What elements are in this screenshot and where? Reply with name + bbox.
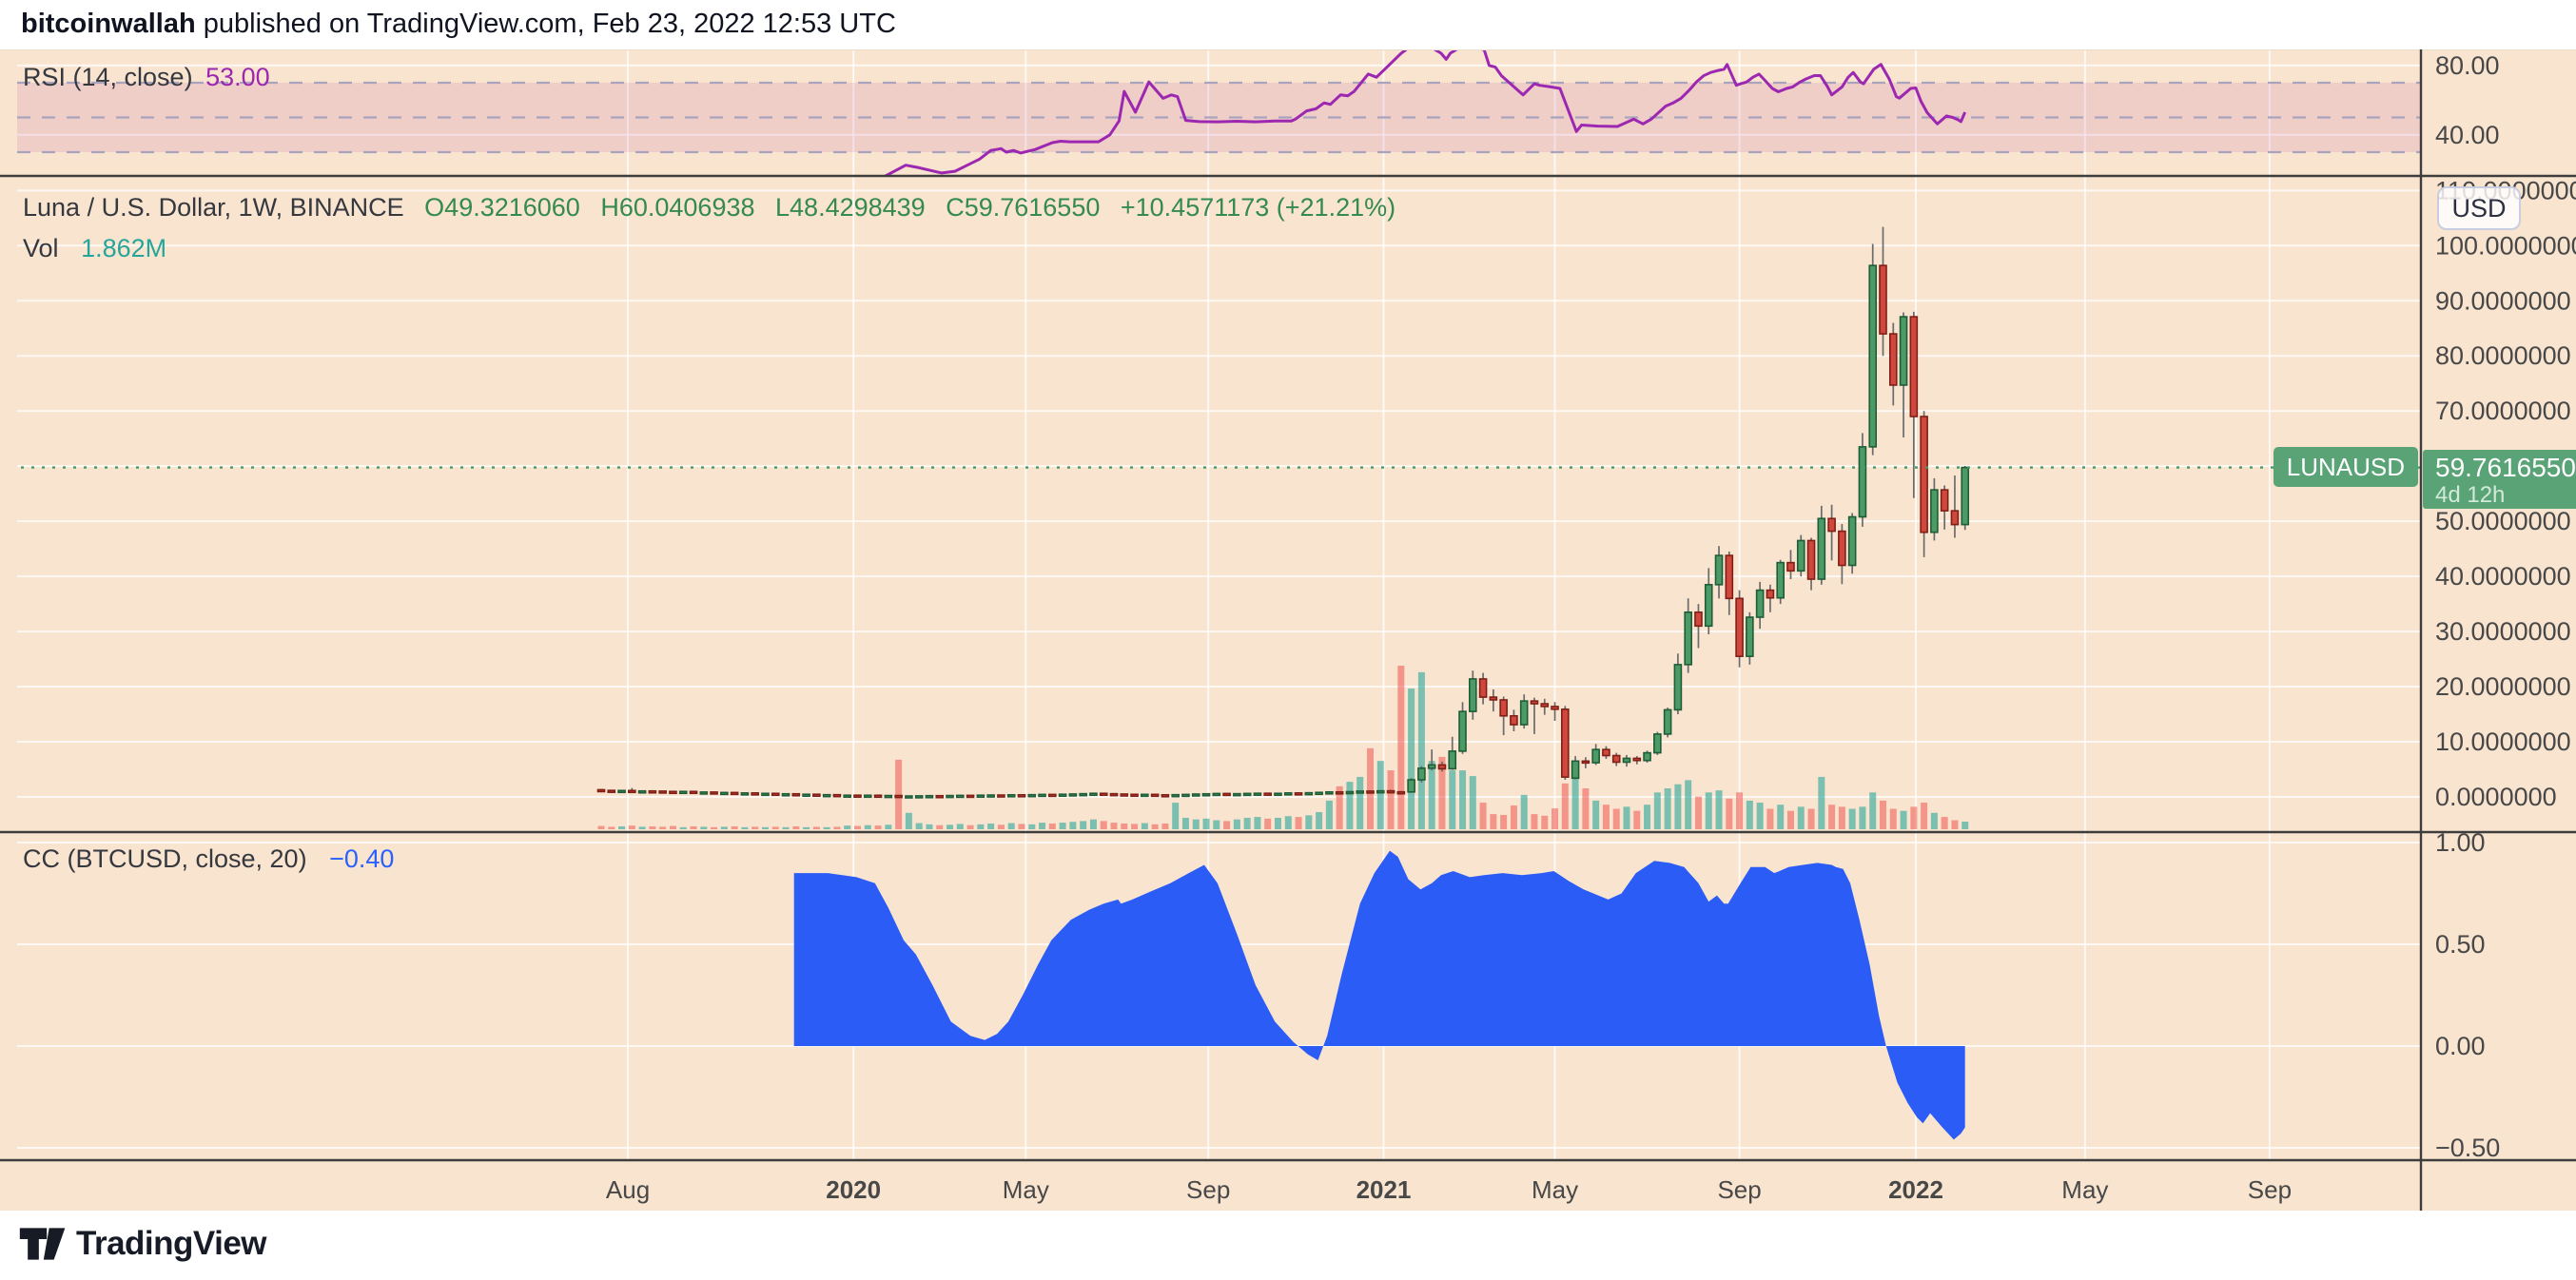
svg-text:May: May: [1003, 1175, 1049, 1204]
price-line-symbol-tag: LUNAUSD: [2273, 447, 2418, 487]
symbol-title: Luna / U.S. Dollar, 1W, BINANCE: [23, 193, 404, 222]
ohlc-change: +10.4571173 (+21.21%): [1120, 193, 1396, 222]
svg-text:May: May: [2061, 1175, 2108, 1204]
svg-text:80.00: 80.00: [2435, 51, 2500, 80]
rsi-line: [882, 49, 1967, 176]
svg-text:10.0000000: 10.0000000: [2435, 727, 2571, 756]
rsi-band: [17, 81, 2421, 154]
cc-legend: CC (BTCUSD, close, 20) −0.40: [23, 844, 400, 874]
rsi-label: RSI (14, close): [23, 63, 193, 91]
svg-text:70.0000000: 70.0000000: [2435, 397, 2571, 425]
volume-label: Vol: [23, 234, 59, 262]
ohlc-low: L48.4298439: [775, 193, 926, 222]
rsi-legend: RSI (14, close) 53.00: [23, 63, 276, 92]
ohlc-open: O49.3216060: [424, 193, 580, 222]
tradingview-logo-icon: [19, 1228, 66, 1260]
volume-value: 1.862M: [81, 234, 167, 262]
svg-text:0.0000000: 0.0000000: [2435, 783, 2557, 811]
last-price-badge: 59.7616550 4d 12h: [2423, 450, 2576, 509]
cc-area: [793, 850, 1965, 1140]
svg-text:Sep: Sep: [1717, 1175, 1761, 1204]
publish-info: published on TradingView.com, Feb 23, 20…: [195, 9, 896, 39]
svg-text:100.0000000: 100.0000000: [2435, 231, 2576, 260]
symbol-legend: Luna / U.S. Dollar, 1W, BINANCE O49.3216…: [23, 193, 1409, 223]
svg-text:May: May: [1532, 1175, 1578, 1204]
rsi-value: 53.00: [205, 63, 270, 91]
svg-text:0.00: 0.00: [2435, 1032, 2486, 1060]
svg-text:Aug: Aug: [606, 1175, 650, 1204]
svg-text:Sep: Sep: [1186, 1175, 1230, 1204]
svg-text:30.0000000: 30.0000000: [2435, 617, 2571, 646]
tradingview-logo-text: TradingView: [76, 1225, 267, 1262]
svg-text:20.0000000: 20.0000000: [2435, 672, 2571, 701]
ohlc-high: H60.0406938: [600, 193, 755, 222]
author-name: bitcoinwallah: [21, 9, 196, 39]
bar-countdown: 4d 12h: [2435, 482, 2506, 508]
currency-toggle-button[interactable]: USD: [2437, 186, 2521, 230]
svg-text:2022: 2022: [1888, 1175, 1943, 1204]
svg-text:2020: 2020: [826, 1175, 881, 1204]
cc-label: CC (BTCUSD, close, 20): [23, 844, 307, 873]
gridlines: [17, 49, 2421, 1160]
tradingview-logo[interactable]: TradingView: [19, 1225, 267, 1263]
time-axis-labels: Aug 2020 May Sep 2021 May Sep 2022 May Sep: [606, 1175, 2292, 1204]
svg-text:40.0000000: 40.0000000: [2435, 562, 2571, 591]
last-price-value: 59.7616550: [2435, 453, 2576, 482]
cc-axis-labels: 1.00 0.50 0.00 −0.50: [2435, 828, 2500, 1162]
candlesticks: [596, 226, 1970, 799]
panel-borders: [0, 48, 2576, 1211]
volume-bars: [597, 666, 1969, 829]
svg-text:90.0000000: 90.0000000: [2435, 286, 2571, 315]
svg-text:−0.50: −0.50: [2435, 1134, 2500, 1162]
volume-legend: Vol 1.862M: [23, 234, 172, 263]
svg-text:40.00: 40.00: [2435, 121, 2500, 149]
svg-text:2021: 2021: [1356, 1175, 1412, 1204]
rsi-axis-labels: 80.00 40.00: [2435, 51, 2500, 149]
svg-text:50.0000000: 50.0000000: [2435, 507, 2571, 535]
svg-text:Sep: Sep: [2248, 1175, 2292, 1204]
snapshot-header: bitcoinwallah published on TradingView.c…: [0, 0, 2576, 49]
cc-value: −0.40: [329, 844, 395, 873]
svg-text:1.00: 1.00: [2435, 828, 2486, 857]
svg-text:80.0000000: 80.0000000: [2435, 341, 2571, 370]
svg-text:0.50: 0.50: [2435, 930, 2486, 959]
ohlc-close: C59.7616550: [946, 193, 1101, 222]
chart-background: [0, 49, 2576, 1211]
